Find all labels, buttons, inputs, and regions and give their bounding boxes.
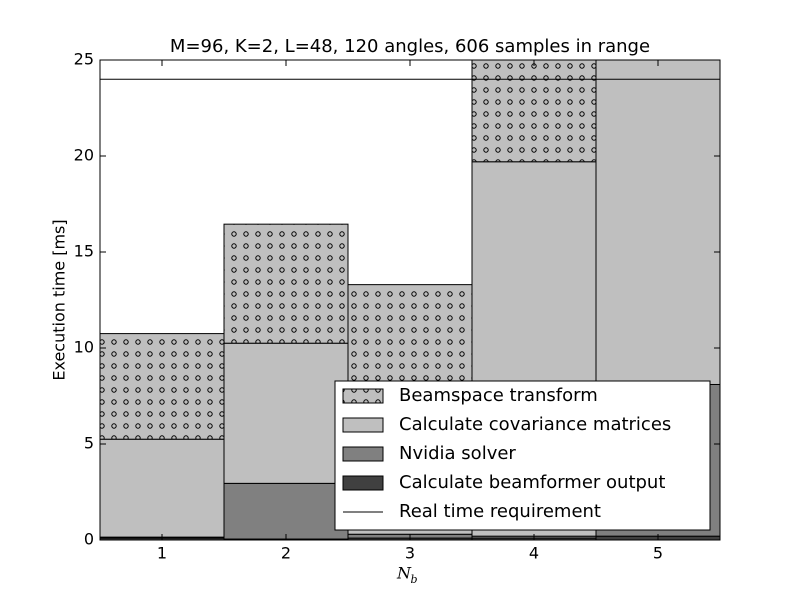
x-tick-label: 2: [281, 544, 291, 563]
y-tick-label: 5: [84, 434, 94, 453]
x-tick-label: 5: [653, 544, 663, 563]
bar-segment: [223, 342, 349, 484]
chart-title: M=96, K=2, L=48, 120 angles, 606 samples…: [170, 36, 650, 57]
bar-segment: [471, 60, 597, 163]
bar-segment: [223, 482, 349, 540]
x-axis-label-subscript: b: [410, 573, 417, 586]
y-tick-label: 20: [74, 146, 94, 165]
y-axis-label: Execution time [ms]: [50, 219, 69, 380]
legend-swatch: [342, 388, 384, 404]
bar-segment: [595, 60, 720, 385]
legend-label: Real time requirement: [399, 501, 601, 522]
legend-label: Nvidia solver: [399, 443, 516, 464]
x-tick-label: 3: [405, 544, 415, 563]
bar-segment: [223, 223, 349, 344]
legend-label: Beamspace transform: [399, 385, 598, 406]
legend: Beamspace transform Calculate covariance …: [334, 380, 711, 531]
y-tick-label: 15: [74, 242, 94, 261]
y-tick-label: 0: [84, 530, 94, 549]
legend-label: Calculate covariance matrices: [399, 414, 671, 435]
legend-swatch: [342, 417, 384, 433]
legend-box: [334, 380, 711, 531]
y-tick-label: 25: [74, 50, 94, 69]
legend-swatch: [342, 475, 384, 491]
legend-label: Calculate beamformer output: [399, 472, 665, 493]
x-tick-label: 1: [157, 544, 167, 563]
bar-segment: [100, 333, 225, 440]
bar-segment: [100, 438, 225, 538]
y-tick-label: 10: [74, 338, 94, 357]
legend-swatch: [342, 446, 384, 462]
x-tick-label: 4: [529, 544, 539, 563]
x-axis-label: N: [396, 564, 412, 583]
axes: 0 5 10 15 20 25 1 2 3 4 5: [74, 50, 721, 563]
